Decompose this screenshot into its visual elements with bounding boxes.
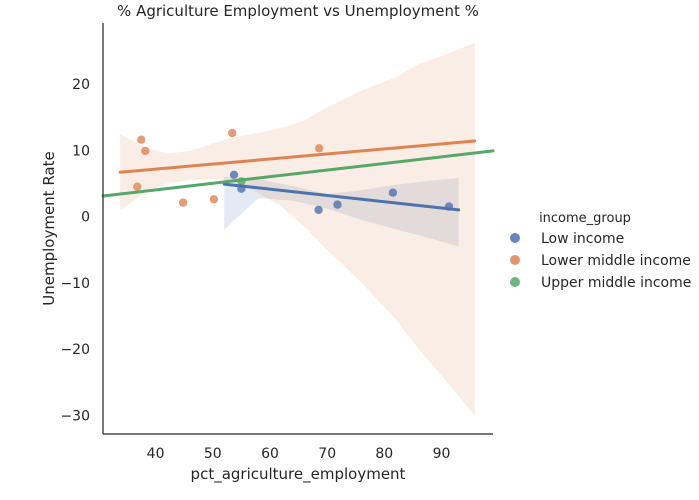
legend-marker-lower-middle-income xyxy=(510,255,520,265)
data-point-low-income xyxy=(333,200,342,209)
data-point-lower-middle-income xyxy=(141,146,150,156)
data-point-lower-middle-income xyxy=(133,182,142,191)
y-axis-ticks: 20 10 0 −10 −20 −30 xyxy=(60,77,90,424)
chart-title: % Agriculture Employment vs Unemployment… xyxy=(117,2,479,20)
x-tick-label: 70 xyxy=(318,446,336,462)
y-axis-label: Unemployment Rate xyxy=(40,151,58,305)
y-tick-label: 20 xyxy=(72,77,90,93)
x-tick-label: 60 xyxy=(261,446,279,462)
data-point-lower-middle-income xyxy=(137,135,146,144)
y-tick-label: 0 xyxy=(81,210,90,226)
x-tick-label: 50 xyxy=(204,446,222,462)
data-point-lower-middle-income xyxy=(209,195,219,204)
regression-line-low-income xyxy=(222,182,461,212)
legend-label-upper-middle-income: Upper middle income xyxy=(541,275,691,291)
y-tick-label: −30 xyxy=(60,408,90,424)
data-point-low-income xyxy=(229,170,239,179)
data-point-low-income xyxy=(314,205,323,215)
data-point-lower-middle-income xyxy=(315,144,324,153)
y-tick-label: −10 xyxy=(60,276,90,292)
x-tick-label: 90 xyxy=(433,446,451,462)
x-axis-ticks: 40 50 60 70 80 90 xyxy=(147,446,451,462)
y-tick-label: −20 xyxy=(60,342,90,358)
data-point-lower-middle-income xyxy=(228,128,237,138)
confidence-band-lower-middle-income xyxy=(120,42,475,416)
legend-marker-low-income xyxy=(510,233,520,243)
regression-line-lower-middle-income xyxy=(118,139,477,174)
confidence-band-low-income xyxy=(224,176,459,247)
legend-title: income_group xyxy=(539,211,631,226)
x-tick-label: 40 xyxy=(147,446,165,462)
x-tick-label: 80 xyxy=(375,446,393,462)
y-tick-label: 10 xyxy=(72,143,90,159)
data-point-low-income xyxy=(388,188,398,197)
regression-line-upper-middle-income xyxy=(101,149,495,198)
x-axis-label: pct_agriculture_employment xyxy=(191,465,406,484)
legend-label-low-income: Low income xyxy=(541,231,624,247)
plot-area xyxy=(101,42,495,416)
legend-label-lower-middle-income: Lower middle income xyxy=(541,253,691,269)
legend: income_group Low income Lower middle inco… xyxy=(510,211,691,291)
data-point-lower-middle-income xyxy=(178,198,188,207)
legend-marker-upper-middle-income xyxy=(510,277,520,287)
